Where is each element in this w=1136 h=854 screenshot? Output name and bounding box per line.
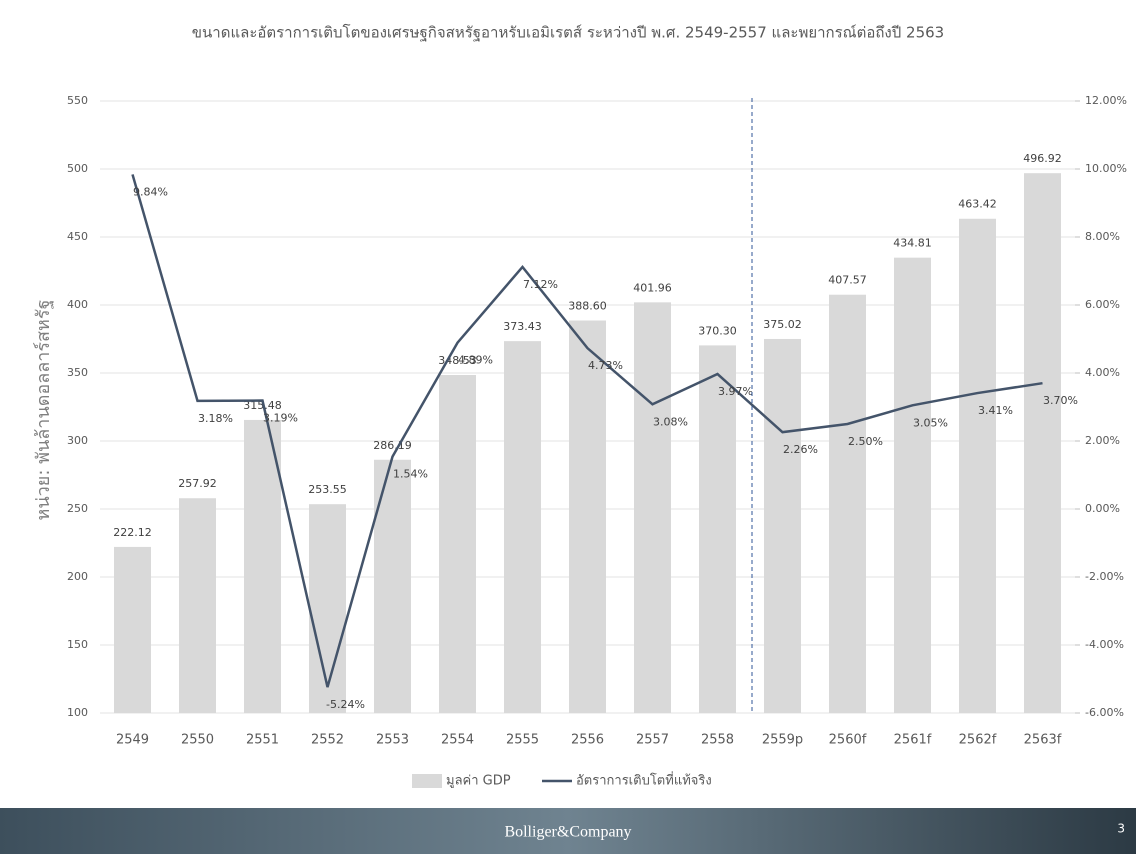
y2-tick-label: 10.00% — [1085, 162, 1127, 175]
y2-tick-label: 4.00% — [1085, 366, 1120, 379]
footer-band — [0, 808, 1136, 854]
line-value-label: 3.97% — [718, 385, 753, 398]
bar-value-label: 407.57 — [828, 274, 867, 287]
line-value-label: 9.84% — [133, 185, 168, 198]
bar — [634, 302, 671, 713]
y-tick-label: 250 — [67, 502, 88, 515]
bar-value-label: 401.96 — [633, 281, 672, 294]
y2-tick-label: 2.00% — [1085, 434, 1120, 447]
line-value-label: 4.73% — [588, 359, 623, 372]
bar — [764, 338, 801, 713]
bar-value-label: 257.92 — [178, 477, 217, 490]
line-value-label: 3.19% — [263, 412, 298, 425]
x-tick-label: 2552 — [311, 733, 344, 748]
bar — [959, 218, 996, 714]
line-value-label: 3.41% — [978, 404, 1013, 417]
x-tick-label: 2563f — [1024, 733, 1062, 748]
y-tick-label: 200 — [67, 570, 88, 583]
y-tick-label: 350 — [67, 366, 88, 379]
y2-tick-label: 12.00% — [1085, 94, 1127, 107]
bar-value-label: 463.42 — [958, 198, 997, 211]
line-value-label: 4.89% — [458, 354, 493, 367]
y2-tick-label: 6.00% — [1085, 298, 1120, 311]
bar-value-label: 375.02 — [763, 318, 802, 331]
bar-value-label: 388.60 — [568, 300, 607, 313]
bar — [894, 257, 931, 713]
bar — [439, 374, 476, 713]
x-tick-label: 2556 — [571, 733, 604, 748]
x-tick-label: 2559p — [762, 733, 803, 748]
y-tick-label: 400 — [67, 298, 88, 311]
y-tick-label: 150 — [67, 638, 88, 651]
x-tick-label: 2551 — [246, 733, 279, 748]
bar-value-label: 496.92 — [1023, 152, 1062, 165]
x-tick-label: 2554 — [441, 733, 474, 748]
x-tick-label: 2555 — [506, 733, 539, 748]
y-tick-label: 550 — [67, 94, 88, 107]
footer-brand: Bolliger&Company — [504, 824, 631, 841]
bar — [1024, 173, 1061, 714]
bar — [309, 504, 346, 713]
line-value-label: 7.12% — [523, 278, 558, 291]
y-tick-label: 450 — [67, 230, 88, 243]
bar-value-label: 222.12 — [113, 526, 152, 539]
bar-value-label: 434.81 — [893, 237, 932, 250]
chart-title: ขนาดและอัตราการเติบโตของเศรษฐกิจสหรัฐอาห… — [192, 24, 944, 42]
bar — [569, 320, 606, 713]
bar — [179, 498, 216, 713]
x-tick-label: 2550 — [181, 733, 214, 748]
bar-value-label: 370.30 — [698, 324, 737, 337]
bar — [504, 341, 541, 713]
line-value-label: 3.08% — [653, 415, 688, 428]
y-tick-label: 100 — [67, 706, 88, 719]
growth-line — [131, 174, 1043, 688]
line-value-label: 3.18% — [198, 412, 233, 425]
y2-tick-label: -2.00% — [1085, 570, 1124, 583]
bar-value-label: 253.55 — [308, 483, 347, 496]
y2-tick-label: 0.00% — [1085, 502, 1120, 515]
legend-swatch — [412, 774, 442, 788]
line-value-label: 2.50% — [848, 435, 883, 448]
x-tick-label: 2549 — [116, 733, 149, 748]
legend-label: มูลค่า GDP — [446, 774, 511, 789]
y2-tick-label: -6.00% — [1085, 706, 1124, 719]
y-axis-label: หน่วย: พันล้านดอลลาร์สหรัฐ — [33, 299, 54, 520]
bar-value-label: 373.43 — [503, 320, 542, 333]
x-tick-label: 2561f — [894, 733, 932, 748]
y-tick-label: 500 — [67, 162, 88, 175]
bar — [699, 345, 736, 713]
y2-tick-label: -4.00% — [1085, 638, 1124, 651]
line-value-label: 3.70% — [1043, 394, 1078, 407]
y-tick-label: 300 — [67, 434, 88, 447]
y2-tick-label: 8.00% — [1085, 230, 1120, 243]
bar-value-label: 286.19 — [373, 439, 412, 452]
x-tick-label: 2557 — [636, 733, 669, 748]
bar — [244, 419, 281, 713]
legend-label: อัตราการเติบโตที่แท้จริง — [576, 772, 712, 789]
x-tick-label: 2553 — [376, 733, 409, 748]
line-value-label: 1.54% — [393, 468, 428, 481]
page-number: 3 — [1117, 822, 1125, 836]
line-value-label: 2.26% — [783, 443, 818, 456]
bar — [114, 546, 151, 713]
bar — [374, 459, 411, 713]
bar — [829, 294, 866, 713]
x-tick-label: 2560f — [829, 733, 867, 748]
line-value-label: 3.05% — [913, 416, 948, 429]
x-tick-label: 2562f — [959, 733, 997, 748]
line-value-label: -5.24% — [326, 698, 365, 711]
x-tick-label: 2558 — [701, 733, 734, 748]
